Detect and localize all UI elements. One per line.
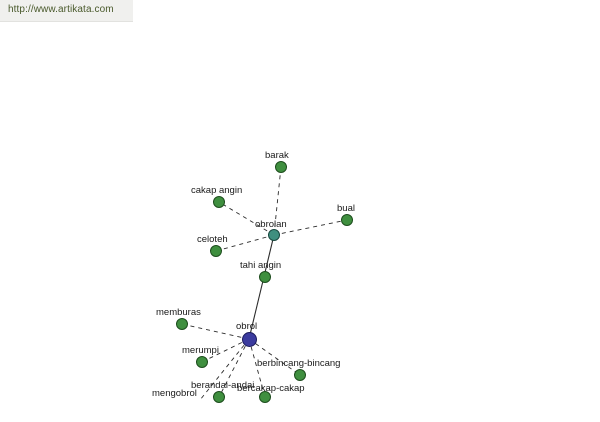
graph-viewer: http://www.artikata.com obrol obrolan bara… <box>0 0 600 403</box>
graph-node-label-obrolan[interactable]: obrolan <box>255 219 287 230</box>
graph-node-label-mengobrol[interactable]: mengobrol <box>152 388 197 399</box>
url-bar[interactable]: http://www.artikata.com <box>0 0 133 22</box>
graph-node-obrol[interactable] <box>241 331 257 347</box>
graph-node-merumpi[interactable] <box>196 356 208 368</box>
graph-edge <box>248 338 301 376</box>
graph-node-celoteh[interactable] <box>210 245 222 257</box>
graph-node-cakap-angin[interactable] <box>213 196 225 208</box>
graph-node-label-bual[interactable]: bual <box>337 203 355 214</box>
graph-node-label-memburas[interactable]: memburas <box>156 307 201 318</box>
graph-node-label-berandai-andai[interactable]: berandai-andai <box>191 380 255 391</box>
url-text: http://www.artikata.com <box>8 4 114 15</box>
graph-node-berandai-andai[interactable] <box>213 391 225 403</box>
graph-node-barak[interactable] <box>275 161 287 173</box>
graph-node-label-bercakap-cakap[interactable]: bercakap-cakap <box>237 383 305 394</box>
graph-node-label-obrol[interactable]: obrol <box>236 321 258 332</box>
graph-node-tahi-angin[interactable] <box>259 271 271 283</box>
graph-node-label-berbincang-bincang[interactable]: berbincang-bincang <box>257 358 341 369</box>
graph-node-label-cakap-angin[interactable]: cakap angin <box>191 185 243 196</box>
graph-canvas[interactable]: obrol obrolan barak cakap angin bual celoteh t… <box>0 22 600 403</box>
graph-node-berbincang-bincang[interactable] <box>294 369 306 381</box>
graph-node-memburas[interactable] <box>176 318 188 330</box>
graph-node-bual[interactable] <box>341 214 353 226</box>
graph-node-label-tahi-angin[interactable]: tahi angin <box>240 260 282 271</box>
graph-node-label-merumpi[interactable]: merumpi <box>182 345 219 356</box>
graph-node-obrolan[interactable] <box>268 229 280 241</box>
graph-node-label-celoteh[interactable]: celoteh <box>197 234 228 245</box>
graph-node-label-barak[interactable]: barak <box>265 150 289 161</box>
